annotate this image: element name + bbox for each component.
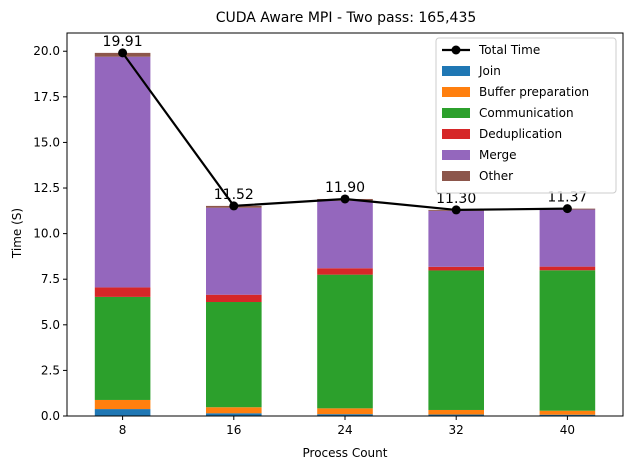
bar-segment-communication-40 — [539, 270, 596, 411]
bar-segment-join-8 — [94, 409, 151, 416]
data-labels: 19.91 11.52 11.90 11.30 11.37 — [103, 34, 588, 207]
bar-segment-deduplication-40 — [539, 266, 596, 271]
y-tick-label: 0.0 — [41, 409, 60, 423]
x-tick-label-8: 8 — [119, 423, 127, 437]
bar-segment-join-40 — [539, 414, 596, 416]
total-time-value-label-24: 11.90 — [325, 180, 365, 196]
total-time-value-label-16: 11.52 — [214, 187, 254, 203]
legend-label-join: Join — [478, 64, 501, 78]
bar-segment-deduplication-16 — [206, 294, 262, 303]
total-time-marker-24 — [340, 194, 350, 204]
total-time-marker-40 — [562, 204, 572, 214]
legend-label-other: Other — [479, 169, 513, 183]
legend-swatch-join — [442, 66, 470, 76]
bar-segment-merge-32 — [428, 210, 484, 267]
total-time-value-label-40: 11.37 — [547, 190, 587, 206]
legend-label-communication: Communication — [479, 106, 574, 120]
bar-segment-communication-32 — [428, 270, 484, 410]
legend-swatch-buffer-preparation — [442, 87, 470, 97]
y-tick-label: 20.0 — [33, 44, 60, 58]
bar-segment-deduplication-24 — [317, 268, 373, 275]
x-tick-label-32: 32 — [449, 423, 464, 437]
bar-segment-merge-40 — [539, 209, 596, 267]
x-tick-label-24: 24 — [337, 423, 352, 437]
legend-label-merge: Merge — [479, 148, 516, 162]
total-time-value-label-8: 19.91 — [103, 34, 143, 50]
legend-label-deduplication: Deduplication — [479, 127, 562, 141]
bar-segment-buffer-preparation-32 — [428, 409, 484, 415]
legend-marker-swatch — [451, 45, 461, 55]
x-tick-label-40: 40 — [560, 423, 575, 437]
y-tick-label: 7.5 — [41, 272, 60, 286]
bar-segment-merge-8 — [94, 56, 151, 288]
bars — [94, 52, 596, 416]
legend-box — [435, 37, 617, 194]
legend-swatch-merge — [442, 150, 470, 160]
bar-segment-join-32 — [428, 414, 484, 416]
total-time-line — [118, 48, 572, 215]
bar-segment-merge-24 — [317, 200, 373, 269]
legend-label-total-time: Total Time — [478, 43, 540, 57]
legend-swatch-other — [442, 171, 470, 181]
y-tick-label: 17.5 — [33, 90, 60, 104]
y-axis-label: Time (S) — [10, 208, 24, 259]
total-time-marker-32 — [451, 205, 461, 215]
y-tick-label: 2.5 — [41, 363, 60, 377]
y-tick-label: 10.0 — [33, 227, 60, 241]
x-axis-label: Process Count — [303, 446, 388, 460]
bar-segment-buffer-preparation-24 — [317, 408, 373, 415]
legend: Total Time Join Buffer preparation Communic… — [435, 37, 617, 194]
total-time-value-label-32: 11.30 — [436, 191, 476, 207]
chart-title: CUDA Aware MPI - Two pass: 165,435 — [216, 10, 477, 26]
y-tick-label: 12.5 — [33, 181, 60, 195]
legend-label-buffer-preparation: Buffer preparation — [479, 85, 589, 99]
bar-segment-buffer-preparation-8 — [94, 399, 151, 410]
bar-segment-deduplication-8 — [94, 287, 151, 297]
legend-swatch-communication — [442, 108, 470, 118]
bar-segment-merge-16 — [206, 207, 262, 295]
total-time-marker-8 — [118, 48, 128, 58]
bar-segment-buffer-preparation-40 — [539, 410, 596, 415]
axes: 0.0 2.5 5.0 7.5 10.0 12.5 15.0 17.5 20.0 8 16 24 32 4… — [33, 32, 624, 437]
total-time-marker-16 — [229, 201, 239, 211]
bar-segment-buffer-preparation-16 — [206, 407, 262, 414]
bar-segment-join-16 — [206, 413, 262, 416]
bar-segment-communication-24 — [317, 274, 373, 409]
y-tick-label: 5.0 — [41, 318, 60, 332]
x-tick-label-16: 16 — [226, 423, 241, 437]
bar-segment-join-24 — [317, 414, 373, 416]
legend-swatch-deduplication — [442, 129, 470, 139]
bar-segment-deduplication-32 — [428, 266, 484, 271]
bar-segment-communication-8 — [94, 296, 151, 400]
y-tick-label: 15.0 — [33, 135, 60, 149]
bar-segment-communication-16 — [206, 302, 262, 408]
